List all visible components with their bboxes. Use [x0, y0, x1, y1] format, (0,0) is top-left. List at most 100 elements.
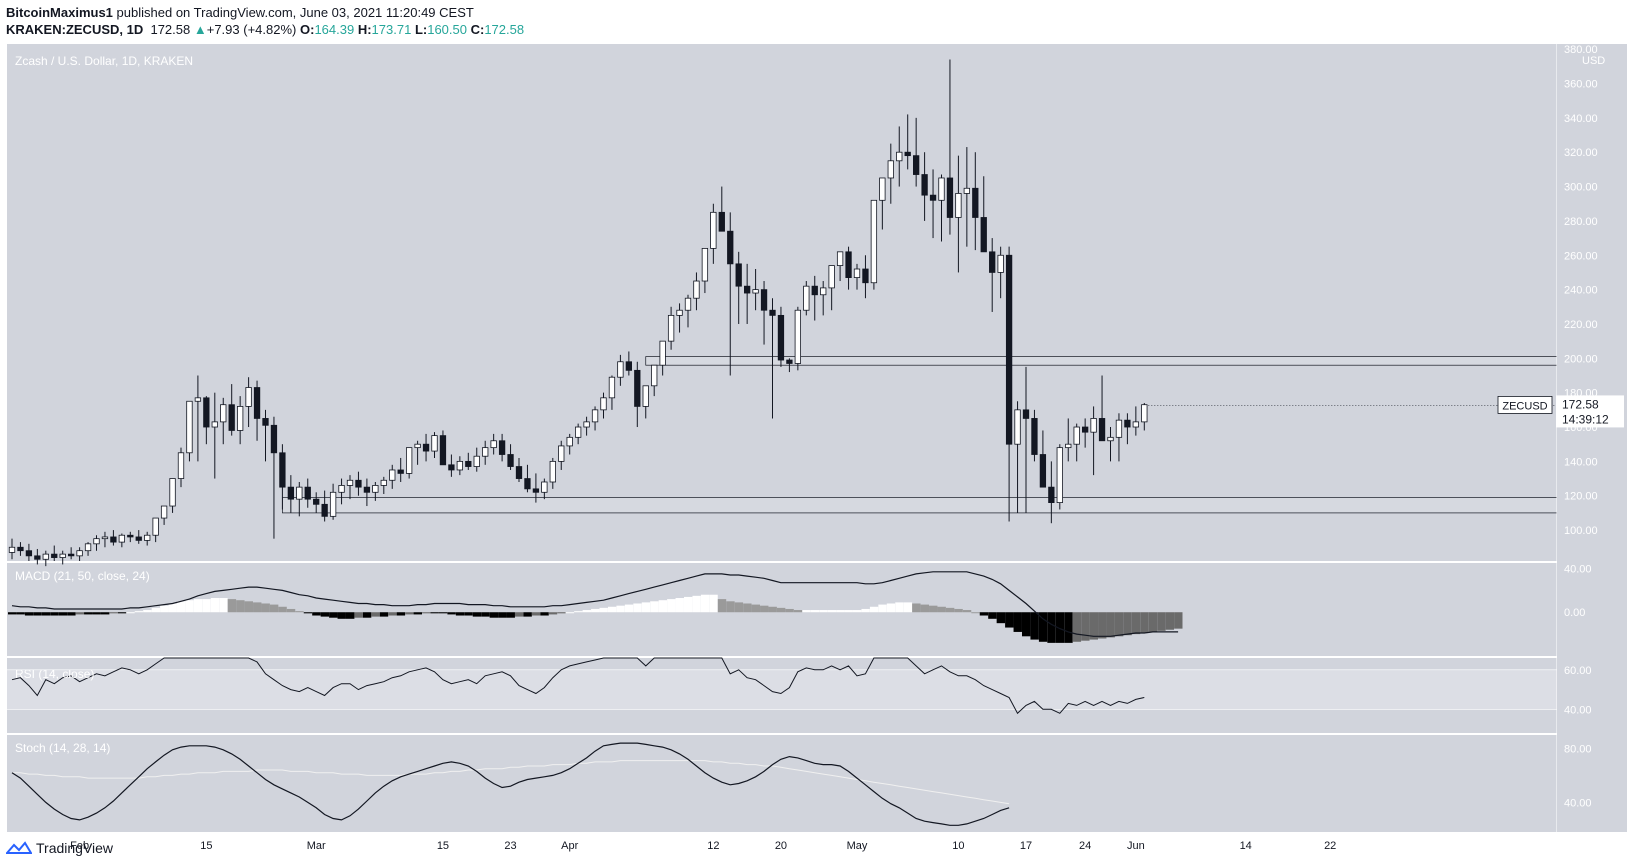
macd-hist-bar [33, 612, 42, 616]
macd-hist-bar [371, 612, 380, 617]
candle-body [118, 534, 125, 543]
macd-hist-bar [151, 607, 161, 613]
candle-body [431, 435, 438, 452]
candle-body [608, 376, 616, 399]
price-tick: 360.00 [1564, 79, 1598, 91]
macd-hist-bar [1098, 612, 1107, 639]
macd-hist-bar [438, 612, 448, 614]
macd-hist-bar [24, 612, 34, 616]
candle-body [329, 491, 337, 517]
candle-body [769, 309, 776, 316]
macd-hist-bar [236, 600, 245, 613]
candle-body [1073, 426, 1080, 445]
candle-body [642, 385, 649, 407]
macd-hist-bar [954, 608, 963, 613]
macd-hist-bar [1072, 612, 1082, 642]
candle-body [253, 387, 261, 419]
macd-hist-bar [1174, 612, 1183, 629]
macd-hist-bar [1013, 612, 1022, 632]
macd-hist-bar [582, 610, 591, 613]
macd-hist-bar [734, 602, 744, 613]
macd-hist-bar [802, 610, 811, 613]
candle-body [389, 469, 396, 481]
candle-body [127, 534, 134, 538]
candle-body [456, 460, 464, 471]
macd-hist-bar [810, 610, 820, 613]
candle-body [634, 369, 641, 407]
macd-hist-bar [726, 601, 735, 613]
candle-body [980, 217, 987, 253]
candle-body [1098, 418, 1106, 442]
candle-body [676, 309, 683, 316]
candle-body [870, 199, 878, 284]
time-tick: Feb [70, 840, 89, 852]
macd-hist-bar [1106, 612, 1115, 638]
change-up-icon: ▲ [193, 22, 207, 37]
macd-hist-bar [692, 595, 701, 613]
macd-hist-bar [498, 612, 507, 618]
candle-body [397, 469, 404, 474]
macd-hist-bar [329, 612, 338, 618]
candle-body [135, 536, 142, 541]
macd-hist-bar [1157, 612, 1166, 631]
macd-hist-bar [1123, 612, 1132, 636]
close-label: C: [470, 22, 485, 37]
macd-hist-bar [472, 612, 482, 617]
time-tick: May [847, 840, 868, 852]
price-tick: 240.00 [1564, 285, 1598, 297]
price-tick: 200.00 [1564, 353, 1598, 365]
macd-hist-bar [819, 610, 828, 613]
macd-hist-bar [717, 599, 727, 613]
symbol-label: KRAKEN:ZECUSD, 1D [6, 22, 144, 37]
macd-hist-bar [548, 612, 558, 615]
candle-body [228, 404, 235, 431]
candle-body [862, 268, 869, 284]
candle-body [1031, 418, 1038, 455]
macd-tick: 40.00 [1564, 563, 1592, 575]
candle-body [693, 280, 700, 299]
macd-hist-bar [84, 612, 93, 615]
candle-body [955, 193, 962, 218]
candle-body [972, 187, 979, 218]
time-tick: 22 [1324, 840, 1336, 852]
macd-hist-bar [920, 604, 929, 613]
candle-body [617, 361, 624, 378]
time-tick: 23 [504, 840, 516, 852]
candle-body [1039, 454, 1047, 488]
macd-hist-bar [988, 612, 997, 619]
candle-body [997, 254, 1004, 273]
macd-hist-bar [616, 605, 625, 613]
candle-body [1014, 409, 1021, 445]
macd-hist-bar [337, 612, 346, 619]
macd-hist-bar [945, 607, 955, 613]
candle-body [422, 443, 430, 452]
candle-body [473, 455, 480, 467]
candle-body [744, 285, 751, 294]
macd-hist-bar [869, 606, 879, 613]
macd-hist-bar [253, 602, 262, 613]
candle-body [1132, 421, 1139, 428]
price-tick: 320.00 [1564, 147, 1598, 159]
macd-hist-bar [1140, 612, 1149, 634]
macd-hist-bar [599, 607, 608, 613]
candle-body [845, 251, 852, 278]
macd-hist-bar [624, 604, 634, 613]
stoch-d-line [12, 760, 1010, 805]
macd-hist-bar [210, 598, 220, 613]
rsi-band [7, 669, 1557, 710]
time-tick: Mar [307, 840, 326, 852]
candle-body [591, 409, 599, 423]
tradingview-logo[interactable]: TradingView [6, 840, 113, 856]
candle-body [414, 443, 421, 449]
macd-hist-bar [979, 612, 989, 616]
low-label: L: [414, 22, 428, 37]
macd-hist-bar [1055, 612, 1065, 643]
candle-body [363, 486, 371, 493]
macd-hist-bar [607, 606, 617, 613]
macd-hist-bar [177, 601, 186, 613]
price-tick: 300.00 [1564, 182, 1598, 194]
price-tick: 380.00 [1564, 44, 1598, 56]
main-title: Zcash / U.S. Dollar, 1D, KRAKEN [15, 54, 193, 68]
author-name[interactable]: BitcoinMaximus1 [6, 5, 113, 20]
